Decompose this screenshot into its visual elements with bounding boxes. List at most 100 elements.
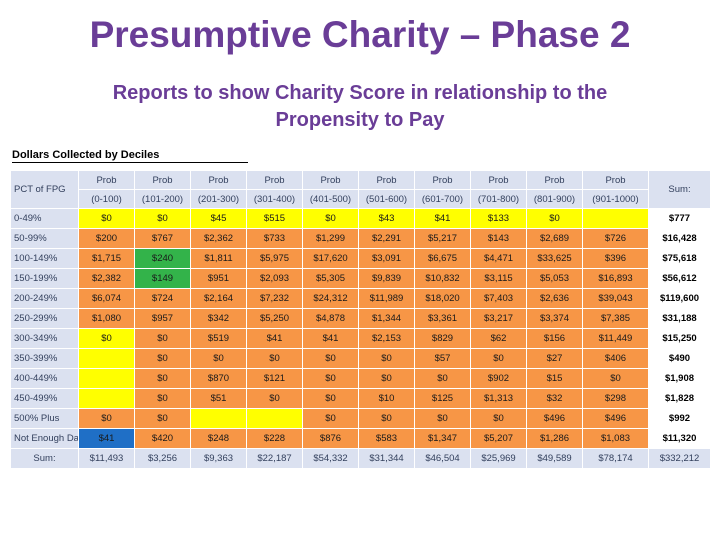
table-body: PCT of FPG Prob Prob Prob Prob Prob Prob Prob Pr… [10,170,711,469]
data-cell: $496 [526,408,583,429]
data-cell: $876 [302,428,359,449]
data-cell: $2,689 [526,228,583,249]
data-cell: $396 [582,248,649,269]
data-cell: $17,620 [302,248,359,269]
data-cell: $3,115 [470,268,527,289]
data-cell: $0 [134,328,191,349]
data-cell: $0 [246,348,303,369]
data-cell: $496 [582,408,649,429]
row-label: 450-499% [10,388,79,409]
row-sum: $16,428 [648,228,711,249]
data-cell: $9,839 [358,268,415,289]
data-cell: $406 [582,348,649,369]
data-cell: $2,362 [190,228,247,249]
data-cell: $248 [190,428,247,449]
corner-label: PCT of FPG [10,170,79,209]
row-sum: $992 [648,408,711,429]
data-cell: $0 [470,348,527,369]
range-header: (901-1000) [582,189,649,209]
table-row: 300-349% $0 $0 $519 $41 $41 $2,153 $829 $62 $156 $… [10,328,711,349]
data-cell: $957 [134,308,191,329]
row-sum: $15,250 [648,328,711,349]
data-cell: $902 [470,368,527,389]
data-cell: $0 [302,348,359,369]
data-cell: $18,020 [414,288,471,309]
footer-cell: $25,969 [470,448,527,469]
row-sum: $1,828 [648,388,711,409]
data-cell: $420 [134,428,191,449]
footer-cell: $11,493 [78,448,135,469]
data-cell: $5,975 [246,248,303,269]
data-cell: $16,893 [582,268,649,289]
row-label: 400-449% [10,368,79,389]
data-cell: $733 [246,228,303,249]
prob-header: Prob [246,170,303,190]
data-cell: $1,347 [414,428,471,449]
data-cell: $133 [470,208,527,229]
data-cell [582,208,649,229]
data-cell: $2,153 [358,328,415,349]
data-cell: $156 [526,328,583,349]
prob-header: Prob [190,170,247,190]
row-sum: $56,612 [648,268,711,289]
data-cell: $3,091 [358,248,415,269]
data-cell: $4,471 [470,248,527,269]
data-cell: $15 [526,368,583,389]
table-row: 50-99% $200 $767 $2,362 $733 $1,299 $2,291 $5,2… [10,228,711,249]
data-cell: $33,625 [526,248,583,269]
footer-cell: $46,504 [414,448,471,469]
data-cell [78,348,135,369]
prob-header: Prob [78,170,135,190]
data-cell [78,368,135,389]
data-cell: $298 [582,388,649,409]
row-label: 100-149% [10,248,79,269]
data-cell: $10,832 [414,268,471,289]
data-cell: $3,217 [470,308,527,329]
footer-cell: $3,256 [134,448,191,469]
range-header: (301-400) [246,189,303,209]
data-cell: $1,286 [526,428,583,449]
table-row: 100-149% $1,715 $240 $1,811 $5,975 $17,620 $3,… [10,248,711,269]
data-cell: $0 [78,208,135,229]
row-sum: $490 [648,348,711,369]
data-cell: $32 [526,388,583,409]
row-label: 50-99% [10,228,79,249]
table-row: 350-399% $0 $0 $0 $0 $0 $57 $0 $27 $406 $490 [10,348,711,369]
table-caption: Dollars Collected by Deciles [12,149,248,163]
data-cell: $0 [134,208,191,229]
header-row-prob: PCT of FPG Prob Prob Prob Prob Prob Prob Prob Pr… [10,170,711,209]
table-row: 400-449% $0 $870 $121 $0 $0 $0 $902 $15 $0 $1,908 [10,368,711,389]
row-label: 300-349% [10,328,79,349]
footer-row: Sum: $11,493 $3,256 $9,363 $22,187 $54,332 $31… [10,448,711,469]
data-cell: $27 [526,348,583,369]
data-cell: $149 [134,268,191,289]
data-cell: $1,344 [358,308,415,329]
data-cell: $870 [190,368,247,389]
data-cell: $41 [302,328,359,349]
row-sum: $777 [648,208,711,229]
footer-cell: $49,589 [526,448,583,469]
data-cell: $2,636 [526,288,583,309]
data-cell: $1,083 [582,428,649,449]
row-label: 0-49% [10,208,79,229]
data-cell: $0 [582,368,649,389]
data-cell: $43 [358,208,415,229]
data-cell: $0 [470,408,527,429]
range-header: (101-200) [134,189,191,209]
data-cell: $0 [358,348,415,369]
data-cell: $5,250 [246,308,303,329]
range-header: (701-800) [470,189,527,209]
data-cell: $45 [190,208,247,229]
data-cell: $57 [414,348,471,369]
data-cell: $7,385 [582,308,649,329]
row-sum: $1,908 [648,368,711,389]
data-cell: $143 [470,228,527,249]
data-cell: $1,299 [302,228,359,249]
row-label: 500% Plus [10,408,79,429]
data-cell: $7,403 [470,288,527,309]
data-cell: $2,164 [190,288,247,309]
table-row: 200-249% $6,074 $724 $2,164 $7,232 $24,312 $11… [10,288,711,309]
range-header: (501-600) [358,189,415,209]
data-cell: $5,053 [526,268,583,289]
footer-label: Sum: [10,448,79,469]
